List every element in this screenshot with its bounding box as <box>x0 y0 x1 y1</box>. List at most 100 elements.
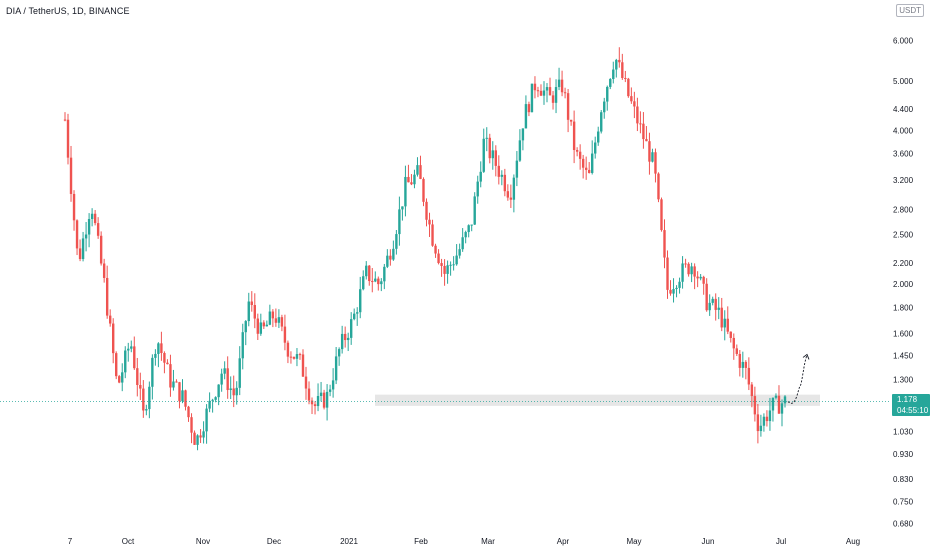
candle-body <box>636 106 639 124</box>
candle <box>72 190 76 231</box>
candle <box>615 58 618 78</box>
candle <box>241 323 244 370</box>
candle <box>446 260 449 284</box>
x-tick-label: Mar <box>481 537 495 546</box>
candle-body <box>708 302 711 311</box>
candle-body <box>235 387 238 396</box>
candle-body <box>584 167 588 170</box>
candle-body <box>527 104 531 113</box>
candle-body <box>214 397 217 400</box>
candle <box>753 386 757 422</box>
candle <box>497 155 501 185</box>
y-tick-label: 2.200 <box>893 259 914 268</box>
candle <box>419 155 422 180</box>
candle-body <box>419 165 422 179</box>
candle-body <box>597 131 600 143</box>
candle <box>316 383 320 412</box>
candle <box>557 67 561 91</box>
candle <box>464 230 467 244</box>
candle-body <box>675 287 678 290</box>
candle-body <box>416 165 419 175</box>
candle-body <box>777 395 781 414</box>
candle-body <box>220 373 223 385</box>
candle <box>271 309 275 328</box>
candle-body <box>84 234 88 239</box>
candle-body <box>720 307 723 328</box>
candle <box>551 91 555 110</box>
candle <box>115 351 118 380</box>
candle <box>410 174 413 186</box>
candle <box>268 304 272 326</box>
candle-body <box>124 350 127 373</box>
candle-body <box>404 176 407 207</box>
candle <box>548 77 552 96</box>
candle-body <box>488 137 491 159</box>
candle-body <box>624 77 627 79</box>
candle <box>407 164 410 183</box>
candle <box>590 140 594 175</box>
candle <box>365 261 368 280</box>
candle-body <box>365 265 368 277</box>
x-tick-label: Nov <box>196 537 210 546</box>
candle <box>473 192 476 225</box>
candle-body <box>455 255 458 265</box>
candle-body <box>470 224 473 226</box>
candle-body <box>560 79 564 93</box>
x-tick-label: 7 <box>68 537 73 546</box>
candle-body <box>518 140 522 161</box>
candle-body <box>202 431 205 438</box>
y-tick-label: 0.830 <box>893 475 914 484</box>
candle <box>720 297 723 332</box>
candle <box>87 213 91 248</box>
candle <box>461 228 464 252</box>
candle <box>654 148 657 183</box>
candle-body <box>205 408 208 432</box>
candle <box>313 401 317 415</box>
candle-body <box>428 219 431 225</box>
candle-body <box>600 112 603 132</box>
candle-body <box>99 235 103 264</box>
candle <box>431 219 434 247</box>
candle-body <box>93 213 97 224</box>
candle-body <box>446 265 449 274</box>
candle-body <box>166 362 169 365</box>
candle <box>783 395 787 408</box>
candle <box>163 351 166 374</box>
x-tick-label: Feb <box>414 537 428 546</box>
candle-body <box>735 348 738 354</box>
candle <box>75 219 79 256</box>
candle-body <box>702 276 705 284</box>
candle <box>256 313 260 341</box>
candle <box>322 389 326 410</box>
candle-body <box>494 150 497 166</box>
candle-body <box>590 153 594 173</box>
candle <box>108 309 112 327</box>
x-tick-label: 2021 <box>340 537 358 546</box>
candle <box>699 274 702 281</box>
candle-body <box>569 119 573 122</box>
candle-body <box>548 87 552 96</box>
candle <box>636 97 639 132</box>
candle <box>524 95 528 129</box>
candle <box>491 141 494 170</box>
candle <box>600 110 603 134</box>
candle <box>310 397 314 415</box>
candle-body <box>500 174 504 177</box>
candle-body <box>356 312 359 314</box>
currency-tag[interactable]: USDT <box>896 4 924 17</box>
projection-arrow <box>787 355 808 404</box>
candle <box>578 144 582 170</box>
candle <box>229 376 232 400</box>
candle-body <box>425 201 428 220</box>
candle-body <box>467 225 470 233</box>
candle-body <box>139 385 142 389</box>
candle-body <box>184 390 187 407</box>
candle-body <box>536 90 540 92</box>
candle-body <box>359 289 362 313</box>
candle-body <box>744 361 748 368</box>
candle <box>265 320 269 327</box>
candle-body <box>377 278 380 285</box>
candle <box>235 381 238 405</box>
chart-title: DIA / TetherUS, 1D, BINANCE <box>6 6 130 16</box>
candle-body <box>765 416 769 422</box>
